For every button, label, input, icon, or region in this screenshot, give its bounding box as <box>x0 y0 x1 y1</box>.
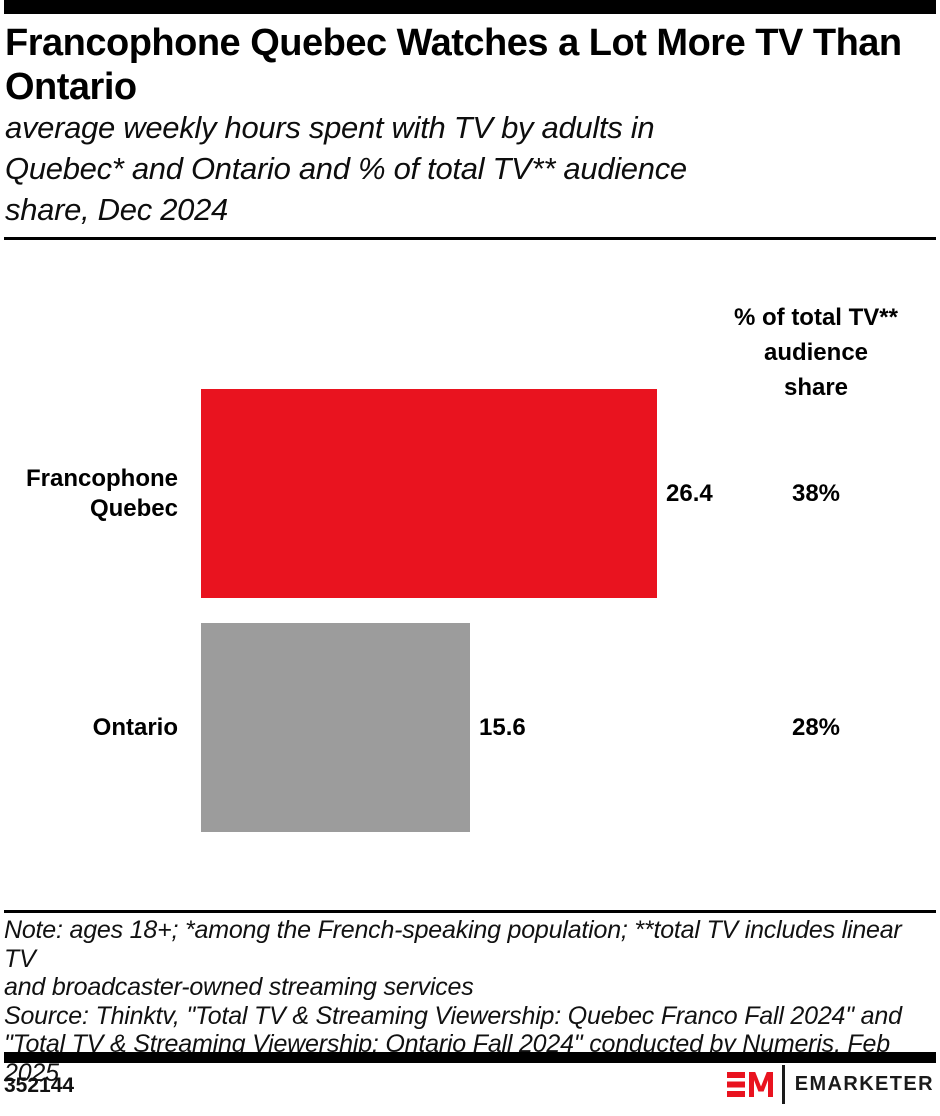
chart-subtitle: average weekly hours spent with TV by ad… <box>5 107 925 230</box>
brand-name: EMARKETER <box>794 1072 934 1095</box>
share-column-header: % of total TV** audience share <box>696 300 936 405</box>
share-header-line-2: audience <box>763 339 869 366</box>
top-black-bar <box>4 0 936 14</box>
value-label: 15.6 <box>479 713 526 741</box>
value-label: 26.4 <box>666 479 713 507</box>
share-label: 28% <box>791 713 841 741</box>
category-label: Ontario <box>92 713 178 741</box>
title-line-2: Ontario <box>5 66 137 108</box>
bar <box>201 389 657 598</box>
note-line-1: Note: ages 18+; *among the French-speaki… <box>4 916 902 973</box>
share-header-line-3: share <box>783 374 849 401</box>
emarketer-logo: EMARKETER <box>726 1064 934 1104</box>
note-line-2: and broadcaster-owned streaming services <box>4 973 474 1001</box>
source-line-1: Source: Thinktv, "Total TV & Streaming V… <box>4 1001 902 1030</box>
subtitle-line-3: share, Dec 2024 <box>5 192 228 227</box>
subtitle-line-2: Quebec* and Ontario and % of total TV** … <box>5 151 687 186</box>
bar <box>201 623 470 832</box>
share-label: 38% <box>791 479 841 507</box>
subtitle-line-1: average weekly hours spent with TV by ad… <box>5 110 655 145</box>
source-line-3: 2025 <box>4 1058 59 1087</box>
page-title: Francophone Quebec Watches a Lot More TV… <box>5 21 935 109</box>
note-divider-line <box>4 910 936 913</box>
title-line-1: Francophone Quebec Watches a Lot More TV… <box>5 22 902 64</box>
category-label: Francophone Quebec <box>25 464 178 522</box>
footer-black-bar <box>4 1052 936 1063</box>
em-monogram-icon <box>726 1071 773 1097</box>
chart-id: 352144 <box>4 1074 75 1097</box>
bar-row-ontario: Ontario 15.6 28% <box>0 623 940 832</box>
share-header-line-1: % of total TV** <box>733 304 898 331</box>
header-divider-line <box>4 237 936 240</box>
logo-divider <box>781 1064 785 1104</box>
bar-row-francophone-quebec: Francophone Quebec 26.4 38% <box>0 389 940 598</box>
